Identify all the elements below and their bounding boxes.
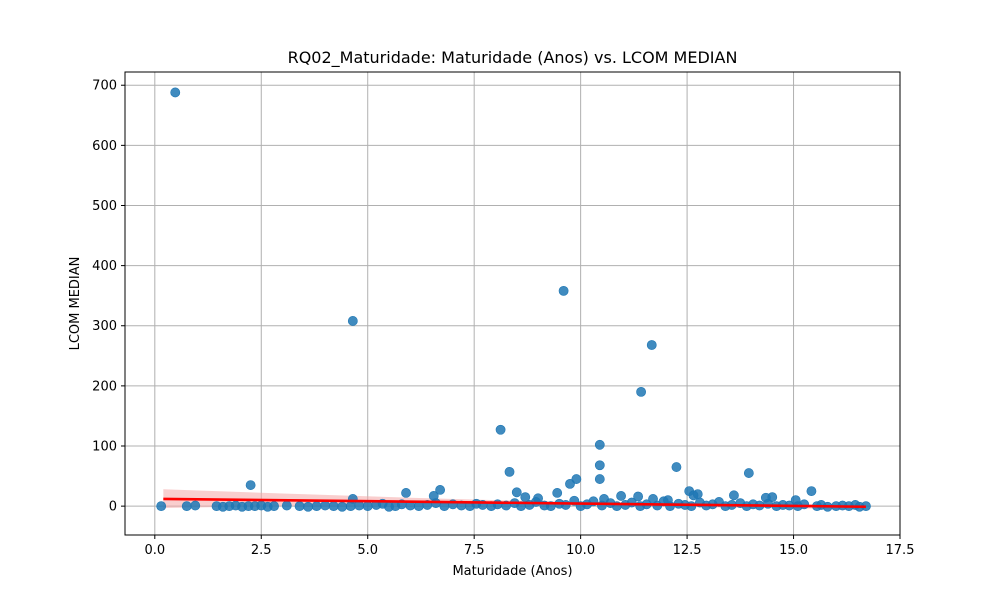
data-point xyxy=(806,486,817,497)
chart-title: RQ02_Maturidade: Maturidade (Anos) vs. L… xyxy=(288,48,738,68)
data-point xyxy=(504,466,515,477)
data-point xyxy=(435,485,446,495)
data-point xyxy=(565,478,575,489)
data-point xyxy=(495,424,506,435)
y-tick-label: 600 xyxy=(92,139,117,154)
y-tick-label: 100 xyxy=(92,440,117,455)
data-point xyxy=(269,501,279,512)
y-tick-label: 700 xyxy=(92,79,117,94)
data-point xyxy=(671,462,682,472)
data-point xyxy=(560,500,571,510)
data-point xyxy=(729,490,739,501)
data-point xyxy=(347,316,358,326)
data-point xyxy=(401,488,411,498)
plot-frame xyxy=(124,71,901,536)
data-point xyxy=(328,501,339,512)
data-point xyxy=(686,501,697,512)
data-point xyxy=(597,500,607,511)
data-point xyxy=(294,501,305,512)
data-point xyxy=(646,340,657,350)
y-axis-ticks: 0 100 200 300 400 500 600 700 xyxy=(92,79,125,515)
data-point xyxy=(311,501,322,512)
data-point xyxy=(743,468,754,478)
data-point xyxy=(799,499,810,510)
y-tick-label: 400 xyxy=(92,259,117,274)
data-point xyxy=(320,500,331,511)
data-point xyxy=(665,501,675,512)
data-point xyxy=(337,501,348,512)
data-point xyxy=(245,480,256,490)
y-tick-label: 200 xyxy=(92,379,117,394)
grid xyxy=(125,72,901,535)
data-point xyxy=(281,500,292,511)
x-tick-label: 0.0 xyxy=(144,543,165,558)
data-point xyxy=(633,491,644,502)
x-tick-label: 5.0 xyxy=(357,543,378,558)
data-point xyxy=(362,501,373,512)
x-tick-label: 12.5 xyxy=(673,543,702,558)
data-point xyxy=(492,499,503,510)
data-point xyxy=(181,501,192,512)
data-point xyxy=(170,87,181,98)
data-point xyxy=(511,487,522,498)
regression-layer xyxy=(163,497,866,509)
data-point xyxy=(594,460,605,471)
y-tick-label: 0 xyxy=(109,500,117,515)
data-point xyxy=(558,285,569,296)
data-point xyxy=(190,500,201,511)
data-point xyxy=(616,491,626,501)
y-tick-label: 300 xyxy=(92,319,117,334)
x-tick-label: 17.5 xyxy=(886,543,915,558)
data-point xyxy=(156,501,167,512)
data-point xyxy=(626,497,637,508)
x-tick-label: 2.5 xyxy=(251,543,272,558)
y-tick-label: 500 xyxy=(92,199,117,214)
x-tick-label: 15.0 xyxy=(779,543,808,558)
data-point xyxy=(594,474,605,484)
data-point xyxy=(636,386,646,397)
data-point xyxy=(303,501,314,512)
x-tick-label: 10.0 xyxy=(566,543,595,558)
x-axis-ticks: 0.0 2.5 5.0 7.5 10.0 12.5 15.0 17.5 xyxy=(144,535,914,558)
x-tick-label: 7.5 xyxy=(464,543,485,558)
points-layer xyxy=(156,87,871,512)
data-point xyxy=(594,439,605,450)
x-axis-label: Maturidade (Anos) xyxy=(452,564,572,579)
data-point xyxy=(552,488,563,498)
data-point xyxy=(345,501,356,512)
y-axis-label: LCOM MEDIAN xyxy=(68,257,83,351)
data-point xyxy=(688,490,699,501)
regression-line xyxy=(163,497,866,509)
